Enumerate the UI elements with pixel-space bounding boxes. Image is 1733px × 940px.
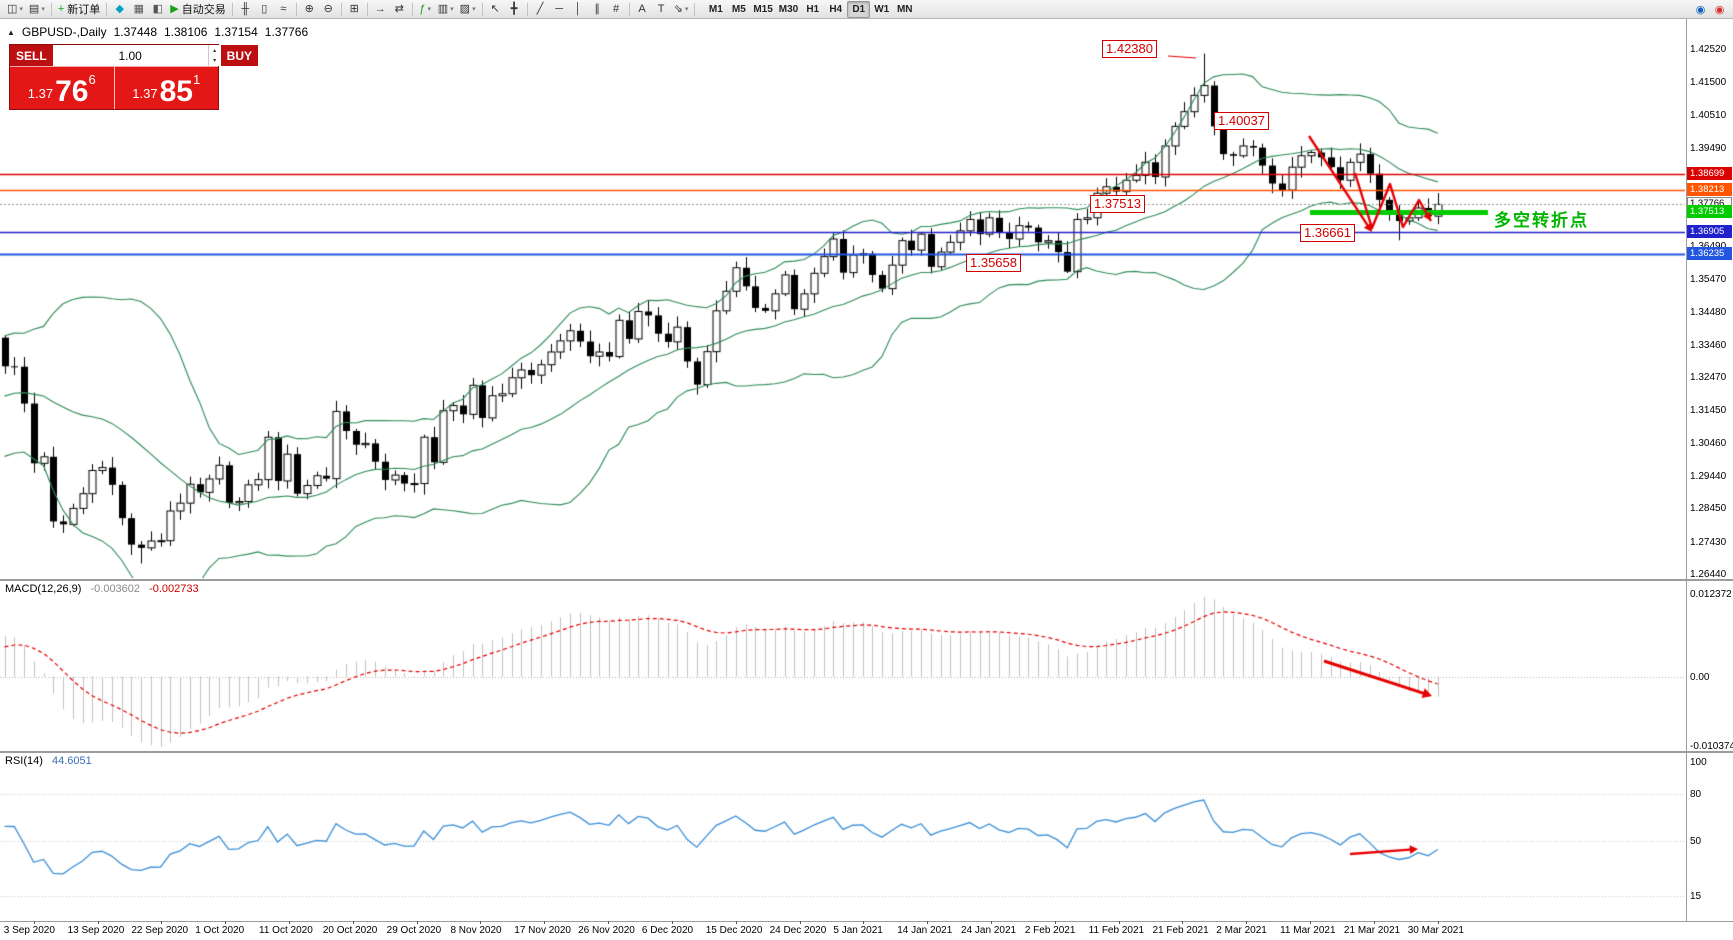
trendline-button[interactable]: ╱ (536, 2, 544, 15)
zoom-out-button[interactable]: ⊖ (323, 2, 333, 15)
volume-down-icon[interactable]: ▾ (213, 58, 217, 65)
indicators-button[interactable]: ƒ ▾ (419, 2, 432, 15)
rsi-indicator-label: RSI(14) 44.6051 (5, 755, 98, 767)
macd-signal-value: -0.002733 (149, 583, 199, 595)
ohlc-open-value: 1.37448 (113, 25, 157, 39)
chart-header: ▲ GBPUSD-,Daily 1.37448 1.38106 1.37154 … (7, 25, 308, 39)
macd-indicator-label: MACD(12,26,9) -0.003602 -0.002733 (5, 583, 205, 595)
toolbar-separator (366, 2, 368, 16)
toolbar-separator (526, 2, 528, 16)
sell-button[interactable]: SELL (10, 45, 53, 66)
buy-price-pips: 85 (159, 75, 193, 108)
timeframe-m30-button[interactable]: M30 (778, 3, 799, 15)
toolbar-separator (106, 2, 108, 16)
ohlc-close-value: 1.37766 (264, 25, 309, 39)
channel-button[interactable]: ∥ (594, 2, 600, 15)
volume-input[interactable] (52, 45, 208, 66)
timeframe-h4-button[interactable]: H4 (829, 3, 843, 15)
navigator-button[interactable]: ◧ (152, 2, 163, 15)
collapse-trade-panel-icon[interactable]: ▲ (7, 27, 15, 37)
turning-point-label[interactable]: 多空转折点 (1494, 211, 1589, 230)
vertical-line-button[interactable]: │ (574, 2, 582, 15)
buy-price-integer: 1.37 (132, 86, 158, 101)
auto-scroll-button[interactable]: → (374, 2, 386, 15)
timeframe-d1-button[interactable]: D1 (847, 0, 871, 18)
one-click-trading-panel: SELL ▴ ▾ BUY 1.37 76 6 1.37 85 1 (9, 44, 259, 110)
chart-shift-button[interactable]: ⇄ (394, 2, 404, 15)
time-axis-separator (0, 921, 1733, 922)
rsi-name: RSI(14) (5, 755, 43, 767)
toolbar-separator (50, 2, 52, 16)
sell-price[interactable]: 1.37 76 6 (10, 67, 115, 109)
timeframe-m5-button[interactable]: M5 (731, 3, 746, 15)
fibonacci-button[interactable]: # (613, 2, 620, 15)
buy-price[interactable]: 1.37 85 1 (114, 67, 218, 109)
alerts-icon[interactable]: ◉ (1714, 3, 1725, 16)
scripts-button[interactable]: ◆ (115, 2, 125, 15)
price-axis-border[interactable] (1686, 19, 1687, 921)
new-chart-button[interactable]: ◫ ▾ (7, 2, 23, 15)
toolbar-separator (481, 2, 483, 16)
volume-stepper: ▴ ▾ (52, 45, 221, 66)
autotrading-button[interactable]: ▶ 自动交易 (170, 2, 226, 16)
market-watch-button[interactable]: ▦ (133, 2, 144, 15)
sell-price-point: 6 (88, 72, 96, 87)
timeframe-m1-button[interactable]: M1 (708, 3, 723, 15)
templates-button[interactable]: ▨ ▾ (459, 2, 476, 15)
arrows-button[interactable]: ⇘ ▾ (673, 2, 689, 15)
rsi-panel-separator[interactable] (0, 751, 1733, 753)
buy-price-point: 1 (192, 72, 201, 87)
toolbar-separator (694, 2, 696, 16)
timeframe-mn-button[interactable]: MN (896, 3, 913, 15)
sell-price-pips: 76 (55, 75, 89, 108)
zoom-in-button[interactable]: ⊕ (304, 2, 314, 15)
community-icon[interactable]: ◉ (1695, 3, 1706, 16)
tile-windows-button[interactable]: ⊞ (349, 2, 359, 15)
toolbar-separator (411, 2, 413, 16)
macd-panel-separator[interactable] (0, 579, 1733, 581)
ohlc-low-value: 1.37154 (214, 25, 258, 39)
text-button[interactable]: A (638, 2, 646, 15)
cursor-button[interactable]: ↖ (490, 2, 500, 15)
horizontal-line-button[interactable]: ─ (555, 2, 563, 15)
crosshair-button[interactable]: ╋ (510, 2, 518, 15)
timeframe-w1-button[interactable]: W1 (874, 3, 890, 15)
timeframe-h1-button[interactable]: H1 (806, 3, 820, 15)
line-chart-button[interactable]: ≈ (280, 2, 287, 15)
bar-chart-button[interactable]: ╫ (241, 2, 250, 15)
macd-name: MACD(12,26,9) (5, 583, 82, 595)
toolbar-separator (231, 2, 233, 16)
toolbar-separator (628, 2, 630, 16)
toolbar-separator (340, 2, 342, 16)
new-order-button[interactable]: + 新订单 (57, 2, 101, 16)
sell-price-integer: 1.37 (27, 86, 54, 101)
buy-button[interactable]: BUY (220, 45, 259, 66)
ohlc-high-value: 1.38106 (164, 25, 208, 39)
toolbar: ◫ ▾ ▤ ▾ + 新订单 ◆ ▦ ◧ ▶ 自动交易 ╫ ▯ ≈ ⊕ ⊖ ⊞ → ⇄ ƒ ▾ ▥ ▾ ▨ ▾ ↖ ╋ ╱ ─ │ ∥ # A T ⇘… (0, 0, 1733, 19)
rsi-value: 44.6051 (51, 755, 92, 767)
text-label-button[interactable]: T (657, 2, 665, 15)
timeframe-m15-button[interactable]: M15 (753, 3, 773, 15)
candlestick-chart-button[interactable]: ▯ (261, 2, 268, 15)
volume-up-icon[interactable]: ▴ (213, 47, 217, 54)
macd-main-value: -0.003602 (90, 583, 141, 595)
periods-button[interactable]: ▥ ▾ (437, 2, 454, 15)
symbol-period-label: GBPUSD-,Daily (21, 25, 107, 39)
toolbar-separator (295, 2, 297, 16)
profiles-button[interactable]: ▤ ▾ (28, 2, 45, 15)
